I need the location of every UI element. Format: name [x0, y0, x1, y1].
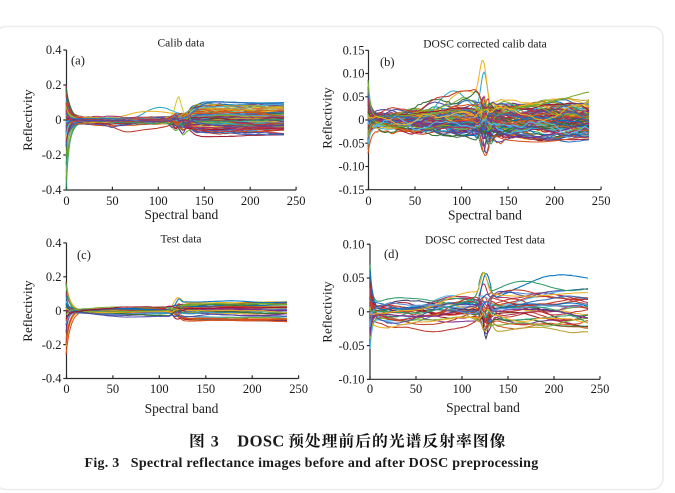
svg-text:DOSC corrected calib data: DOSC corrected calib data [423, 39, 547, 51]
svg-text:-0.4: -0.4 [42, 183, 63, 197]
svg-text:100: 100 [452, 194, 471, 208]
svg-text:(c): (c) [77, 248, 91, 262]
svg-text:Fig. 3 Spectral reflectance: Fig. 3 Spectral reflectance images befor… [85, 456, 539, 471]
svg-text:0.2: 0.2 [46, 270, 62, 284]
svg-text:150: 150 [195, 194, 214, 208]
svg-text:Reflectivity: Reflectivity [320, 87, 335, 149]
svg-text:(a): (a) [71, 54, 85, 68]
svg-text:Reflectivity: Reflectivity [20, 280, 35, 342]
svg-text:250: 250 [592, 194, 611, 208]
svg-text:Spectral band: Spectral band [446, 400, 520, 415]
svg-text:150: 150 [196, 382, 215, 396]
svg-text:0: 0 [365, 194, 371, 208]
svg-text:Reflectivity: Reflectivity [20, 89, 35, 151]
svg-text:100: 100 [149, 194, 168, 208]
svg-text:0.4: 0.4 [46, 43, 62, 57]
svg-text:Spectral band: Spectral band [144, 207, 218, 222]
svg-text:-0.05: -0.05 [338, 339, 364, 353]
svg-text:3: 3 [211, 434, 219, 451]
svg-text:0: 0 [63, 382, 69, 396]
svg-text:Spectral band: Spectral band [145, 401, 219, 416]
svg-text:200: 200 [545, 382, 564, 396]
svg-text:200: 200 [243, 382, 262, 396]
svg-text:0.15: 0.15 [343, 44, 365, 58]
svg-text:Reflectivity: Reflectivity [320, 281, 335, 343]
svg-text:DOSC corrected Test data: DOSC corrected Test data [425, 235, 545, 247]
svg-text:50: 50 [106, 194, 119, 208]
svg-text:250: 250 [287, 194, 306, 208]
svg-text:(d): (d) [384, 247, 399, 261]
svg-text:-0.4: -0.4 [42, 372, 63, 386]
svg-text:0: 0 [63, 194, 69, 208]
svg-text:-0.05: -0.05 [338, 136, 364, 150]
svg-text:150: 150 [499, 194, 518, 208]
svg-text:200: 200 [545, 194, 564, 208]
svg-text:-0.10: -0.10 [338, 160, 364, 174]
svg-text:50: 50 [107, 382, 120, 396]
svg-text:-0.2: -0.2 [42, 338, 62, 352]
svg-text:Spectral band: Spectral band [448, 208, 522, 223]
svg-text:(b): (b) [380, 55, 395, 69]
svg-text:-0.15: -0.15 [338, 183, 364, 197]
svg-text:Calib data: Calib data [158, 38, 205, 50]
svg-text:0: 0 [358, 113, 364, 127]
svg-text:150: 150 [499, 382, 518, 396]
svg-text:0.2: 0.2 [46, 78, 62, 92]
svg-text:100: 100 [453, 382, 472, 396]
svg-text:250: 250 [591, 382, 610, 396]
svg-text:0: 0 [55, 304, 61, 318]
svg-text:DOSC: DOSC [237, 432, 284, 451]
svg-text:50: 50 [409, 194, 422, 208]
svg-text:Test data: Test data [160, 234, 201, 246]
svg-text:200: 200 [241, 194, 260, 208]
svg-text:50: 50 [410, 382, 423, 396]
svg-text:-0.10: -0.10 [338, 373, 364, 387]
svg-text:0: 0 [55, 113, 61, 127]
svg-text:-0.2: -0.2 [42, 148, 62, 162]
svg-text:0.10: 0.10 [343, 67, 365, 81]
svg-text:0.4: 0.4 [46, 236, 62, 250]
svg-text:0.10: 0.10 [343, 237, 365, 251]
svg-text:0.05: 0.05 [343, 271, 365, 285]
svg-text:100: 100 [150, 382, 169, 396]
svg-text:250: 250 [289, 382, 308, 396]
svg-text:0.05: 0.05 [343, 90, 365, 104]
svg-text:0: 0 [367, 382, 373, 396]
svg-text:0: 0 [358, 305, 364, 319]
